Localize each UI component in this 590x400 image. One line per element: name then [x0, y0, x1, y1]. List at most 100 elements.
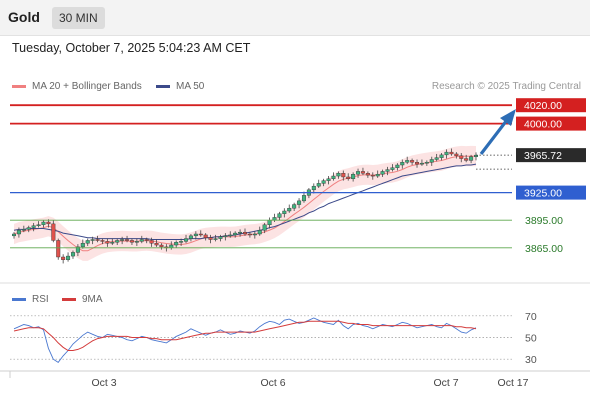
candle-body [198, 233, 203, 236]
candle-body [252, 233, 257, 236]
candle [252, 231, 257, 239]
candle-body [90, 239, 95, 241]
candle [257, 226, 262, 236]
legend-ma20: MA 20 + Bollinger Bands [12, 81, 142, 92]
candle-body [346, 176, 351, 180]
candle-body [385, 169, 390, 172]
candle-body [184, 238, 189, 242]
candle-body [287, 208, 292, 212]
candle [439, 153, 444, 161]
candle-body [218, 236, 223, 239]
rsi-tick-30: 30 [525, 354, 537, 366]
candle [400, 159, 405, 169]
candle-body [272, 217, 277, 221]
candle [233, 231, 238, 238]
candle [16, 227, 21, 238]
candle-body [26, 227, 31, 230]
candle-body [110, 242, 115, 244]
candle-body [85, 240, 90, 244]
candle [80, 239, 85, 249]
candle [100, 238, 105, 245]
candle [139, 235, 144, 244]
candle [228, 231, 233, 238]
candle-body [203, 234, 208, 238]
x-axis: Oct 3 Oct 6 Oct 7 Oct 17 [0, 370, 590, 389]
rsi-ma-label: 9MA [82, 294, 103, 305]
candle [454, 152, 459, 159]
candle [311, 183, 316, 194]
candle [301, 191, 306, 203]
research-credit: Research © 2025 Trading Central [431, 81, 581, 92]
candle [21, 225, 26, 233]
legend-rsi-ma: 9MA [62, 294, 103, 305]
candle-body [356, 171, 361, 175]
candle-body [415, 162, 420, 165]
candle-body [326, 178, 331, 181]
candle [341, 170, 346, 181]
candle [36, 221, 41, 228]
candle-body [154, 242, 159, 246]
candle [134, 238, 139, 246]
candle-body [149, 240, 154, 244]
candle [203, 233, 208, 241]
candle [321, 178, 326, 187]
candle-body [311, 185, 316, 191]
candle-body [331, 175, 336, 179]
candle-body [70, 252, 75, 257]
candle-body [277, 213, 282, 218]
candle-body [365, 173, 370, 176]
candle [105, 238, 110, 247]
candle-body [429, 159, 434, 163]
candle-body [80, 242, 85, 248]
rsi-line [13, 317, 477, 364]
chart-datetime: Tuesday, October 7, 2025 5:04:23 AM CET [12, 41, 251, 55]
candle [405, 156, 410, 165]
candle [469, 154, 474, 164]
candle-body [336, 173, 341, 177]
candle [95, 235, 100, 243]
last-price-label: 3965.72 [524, 150, 562, 162]
candle-body [228, 234, 233, 237]
rsi-ma-line [13, 320, 477, 351]
candle-body [193, 233, 198, 237]
candle [336, 171, 341, 179]
candle-body [66, 255, 71, 260]
candle-body [100, 240, 105, 242]
candle-body [341, 173, 346, 178]
rsi-ma-swatch [62, 298, 76, 301]
candle-body [208, 237, 213, 240]
candle-body [21, 229, 26, 231]
candle [179, 238, 184, 246]
candle [326, 176, 331, 185]
x-tick-Oct-3: Oct 3 [91, 377, 116, 389]
candle-body [95, 239, 100, 241]
instrument-name: Gold [8, 9, 40, 25]
candle-body [51, 223, 56, 241]
candle [434, 153, 439, 162]
candle-body [134, 241, 139, 243]
candle [277, 211, 282, 221]
ma20-label: MA 20 + Bollinger Bands [32, 81, 142, 92]
candle-body [41, 221, 46, 225]
candle [429, 156, 434, 166]
candle-body [454, 153, 459, 157]
candle [90, 236, 95, 245]
last-price-tag [516, 148, 586, 163]
candle-body [16, 230, 21, 235]
candle [238, 229, 243, 237]
candle-body [395, 164, 400, 168]
candle [375, 170, 380, 178]
candle-body [449, 151, 454, 155]
candle [154, 239, 159, 247]
candle [213, 234, 218, 242]
level-label-3865.00: 3865.00 [525, 243, 563, 255]
candle-body [174, 242, 179, 246]
candle [223, 233, 228, 241]
timeframe-selector[interactable]: 30 MIN [52, 7, 105, 29]
candle [331, 172, 336, 181]
rsi-swatch [12, 298, 26, 301]
level-label-4020.00: 4020.00 [524, 100, 562, 112]
candle [242, 228, 247, 236]
candle-body [375, 173, 380, 177]
